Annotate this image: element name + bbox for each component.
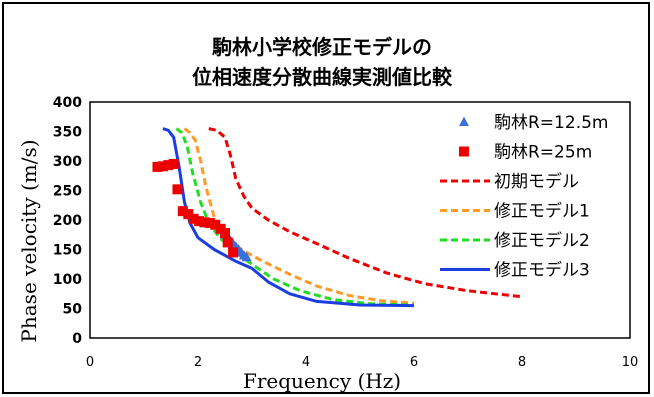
data-point-square (152, 161, 163, 172)
y-tick-label: 50 (63, 302, 83, 318)
x-tick-label: 6 (410, 355, 418, 370)
data-point-square (210, 219, 221, 230)
y-tick-label: 350 (53, 125, 82, 141)
series-1 (152, 158, 239, 258)
x-tick-label: 8 (518, 355, 526, 370)
data-point-square (183, 209, 194, 220)
chart-title-line-1: 駒林小学校修正モデルの (212, 35, 432, 59)
data-point-triangle (241, 251, 252, 262)
plot-area (89, 101, 631, 339)
x-tick-label: 2 (194, 355, 202, 370)
data-point-square (168, 158, 179, 169)
legend-entry: 駒林R=12.5m (459, 113, 608, 133)
data-point-square (163, 160, 174, 171)
legend-entry: 修正モデル1 (440, 201, 590, 222)
chart-title-line-2: 位相速度分散曲線実測値比較 (192, 65, 453, 89)
series-3 (183, 127, 415, 305)
series-line (162, 127, 415, 308)
legend-label: 駒林R=12.5m (494, 113, 608, 133)
y-tick-label: 300 (53, 154, 82, 170)
y-tick-label: 250 (53, 184, 82, 200)
plot-border (89, 101, 631, 339)
data-point-triangle (459, 116, 469, 127)
legend-label: 修正モデル3 (494, 260, 590, 281)
data-point-square (228, 247, 239, 258)
series-5 (162, 127, 415, 308)
data-point-square (459, 146, 469, 157)
phase-velocity-chart: 駒林小学校修正モデルの 位相速度分散曲線実測値比較 05010015020025… (17, 35, 638, 393)
x-axis-ticks: 0 2 4 6 8 10 (86, 355, 638, 370)
y-tick-label: 400 (53, 95, 82, 111)
x-tick-label: 0 (86, 355, 94, 370)
legend-label: 修正モデル1 (494, 201, 590, 222)
x-axis-label: Frequency (Hz) (243, 369, 401, 392)
data-point-square (199, 217, 210, 228)
data-point-square (204, 217, 215, 228)
data-point-square (194, 216, 205, 227)
y-axis-label: Phase velocity (m/s) (17, 139, 41, 342)
y-tick-label: 0 (72, 331, 82, 347)
data-point-square (177, 206, 188, 217)
data-point-square (172, 184, 183, 195)
series-line (208, 127, 523, 299)
series-layer (152, 127, 523, 308)
y-tick-label: 200 (53, 213, 82, 229)
legend-label: 初期モデル (494, 171, 579, 192)
x-tick-label: 10 (622, 355, 639, 370)
data-point-square (188, 213, 199, 224)
legend-entry: 修正モデル2 (440, 230, 590, 251)
data-point-square (157, 161, 168, 172)
legend-entry: 修正モデル3 (440, 260, 590, 281)
series-line (183, 127, 415, 305)
series-2 (208, 127, 523, 299)
legend-entry: 初期モデル (440, 171, 579, 192)
series-4 (175, 127, 415, 307)
y-axis-ticks: 0 50 100 150 200 250 300 350 400 (53, 95, 82, 347)
y-tick-label: 150 (53, 243, 82, 259)
y-tick-label: 100 (53, 272, 82, 288)
legend-label: 駒林R=25m (494, 143, 592, 163)
legend-entry: 駒林R=25m (459, 143, 592, 163)
chart-frame: 駒林小学校修正モデルの 位相速度分散曲線実測値比較 0 50 100 150 200 25… (2, 2, 650, 394)
data-point-square (222, 237, 233, 248)
x-tick-label: 4 (302, 355, 310, 370)
data-point-square (220, 227, 230, 238)
legend-label: 修正モデル2 (494, 230, 590, 251)
series-line (175, 127, 415, 307)
